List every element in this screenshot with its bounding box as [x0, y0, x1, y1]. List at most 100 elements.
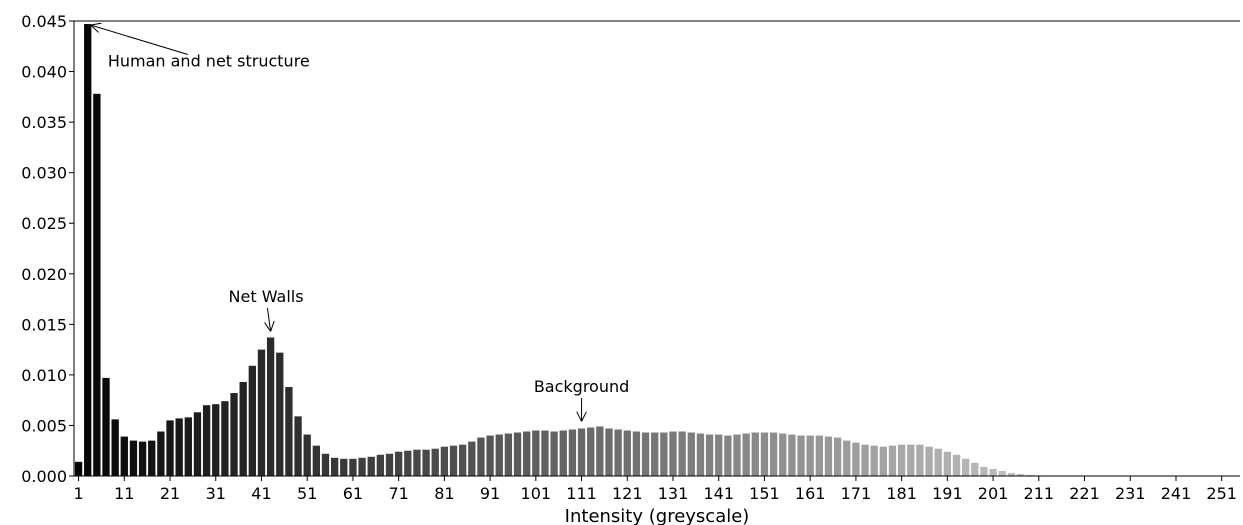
- x-tick-label: 151: [749, 484, 780, 503]
- x-tick-label: 31: [206, 484, 226, 503]
- histogram-bar: [879, 446, 887, 476]
- histogram-bars: [74, 24, 1043, 477]
- histogram-bar: [998, 470, 1006, 476]
- histogram-bar: [413, 449, 421, 476]
- histogram-bar: [248, 365, 256, 476]
- histogram-bar: [431, 448, 439, 476]
- histogram-bar: [797, 435, 805, 476]
- histogram-bar: [779, 433, 787, 476]
- histogram-bar: [705, 434, 714, 476]
- histogram-bar: [852, 442, 860, 476]
- histogram-bar: [148, 440, 156, 476]
- histogram-bar: [239, 381, 247, 476]
- y-tick-label: 0.030: [21, 164, 67, 183]
- histogram-bar: [166, 420, 174, 476]
- histogram-bar: [769, 432, 778, 476]
- x-tick-label: 121: [612, 484, 643, 503]
- histogram-bar: [422, 449, 430, 476]
- histogram-bar: [696, 433, 705, 476]
- annotation-arrow: [267, 308, 270, 331]
- histogram-bar: [907, 444, 915, 476]
- x-tick-label: 251: [1206, 484, 1237, 503]
- histogram-bar: [605, 428, 613, 476]
- histogram-bar: [532, 430, 540, 476]
- histogram-bar: [376, 454, 385, 476]
- histogram-bar: [230, 393, 238, 476]
- x-tick-label: 231: [1115, 484, 1146, 503]
- x-tick-label: 91: [480, 484, 500, 503]
- histogram-bar: [193, 412, 202, 476]
- histogram-bar: [596, 426, 604, 476]
- histogram-bar: [312, 445, 321, 476]
- histogram-bar: [742, 433, 750, 476]
- y-tick-label: 0.035: [21, 113, 67, 132]
- histogram-bar: [294, 416, 302, 476]
- x-tick-label: 211: [1024, 484, 1055, 503]
- histogram-bar: [1007, 472, 1016, 476]
- histogram-bar: [523, 431, 531, 476]
- histogram-bar: [74, 461, 83, 476]
- x-tick-label: 111: [566, 484, 597, 503]
- histogram-bar: [513, 432, 522, 476]
- x-tick-label: 241: [1161, 484, 1192, 503]
- histogram-bar: [641, 432, 650, 476]
- x-tick-label: 101: [521, 484, 552, 503]
- histogram-bar: [788, 434, 796, 476]
- annotation-label: Net Walls: [229, 287, 304, 306]
- histogram-bar: [568, 429, 577, 476]
- x-tick-label: 181: [886, 484, 917, 503]
- histogram-bar: [559, 430, 567, 476]
- x-tick-label: 81: [434, 484, 454, 503]
- histogram-bar: [660, 432, 668, 476]
- histogram-bar: [93, 93, 101, 477]
- histogram-bar: [321, 453, 330, 476]
- histogram-bar: [715, 434, 723, 476]
- histogram-bar: [614, 429, 622, 476]
- histogram-bar: [989, 468, 997, 476]
- y-tick-label: 0.015: [21, 315, 67, 334]
- histogram-bar: [212, 404, 220, 476]
- histogram-bar: [495, 434, 503, 476]
- chart-annotations: Human and net structure Net Walls Backgrou…: [91, 25, 629, 422]
- histogram-bar: [1026, 474, 1034, 476]
- histogram-bar: [843, 440, 851, 476]
- x-tick-label: 21: [160, 484, 180, 503]
- histogram-bar: [733, 434, 741, 476]
- histogram-bar: [961, 458, 970, 476]
- histogram-bar: [678, 431, 686, 476]
- histogram-bar: [870, 445, 878, 476]
- histogram-bar: [916, 444, 924, 476]
- histogram-bar: [806, 435, 814, 476]
- histogram-bar: [367, 456, 375, 476]
- histogram-bar: [202, 405, 211, 476]
- histogram-bar: [751, 432, 759, 476]
- x-tick-label: 141: [703, 484, 734, 503]
- histogram-bar: [184, 417, 192, 476]
- histogram-bar: [934, 448, 942, 476]
- histogram-bar: [404, 450, 412, 476]
- y-tick-label: 0.000: [21, 467, 67, 486]
- histogram-bar: [138, 441, 147, 476]
- x-tick-label: 61: [343, 484, 363, 503]
- histogram-bar: [111, 419, 119, 476]
- histogram-bar: [459, 444, 467, 476]
- y-tick-label: 0.005: [21, 416, 67, 435]
- y-tick-label: 0.040: [21, 63, 67, 82]
- histogram-bar: [257, 349, 266, 476]
- histogram-bar: [157, 431, 165, 476]
- y-tick-label: 0.045: [21, 12, 67, 31]
- histogram-bar: [266, 337, 275, 476]
- y-tick-label: 0.025: [21, 214, 67, 233]
- histogram-bar: [669, 431, 677, 476]
- x-tick-label: 11: [114, 484, 134, 503]
- histogram-bar: [468, 441, 476, 476]
- histogram-bar: [330, 457, 339, 476]
- x-tick-label: 1: [73, 484, 83, 503]
- histogram-bar: [303, 434, 311, 476]
- histogram-bar: [687, 432, 695, 476]
- histogram-bar: [833, 437, 842, 476]
- annotation-arrow: [91, 25, 188, 55]
- histogram-bar: [815, 435, 823, 476]
- histogram-bar: [541, 430, 549, 476]
- histogram-bar: [84, 24, 92, 477]
